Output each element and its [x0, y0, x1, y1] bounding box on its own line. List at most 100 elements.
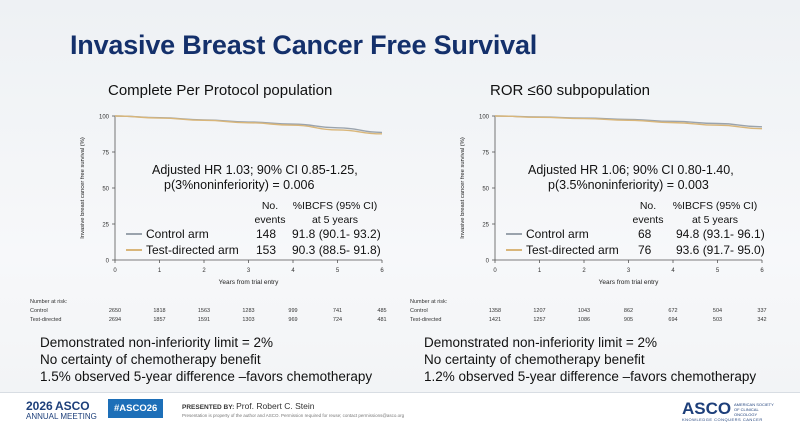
left-x-tick-label: 5: [336, 268, 340, 274]
left-col-ibcfs-head-2: at 5 years: [311, 214, 359, 226]
right-at-risk-value: 905: [624, 317, 633, 323]
meeting-sub: ANNUAL MEETING: [26, 412, 97, 421]
left-at-risk-header: Number at risk:: [30, 299, 68, 305]
right-at-risk-value: 1207: [533, 308, 545, 314]
right-col-ibcfs-head-2: at 5 years: [691, 214, 739, 226]
left-y-tick-label: 100: [99, 115, 110, 121]
right-test-legend-swatch: [506, 249, 522, 251]
right-at-risk-value: 504: [713, 308, 722, 314]
left-row-test-arm: Test-directed arm: [146, 243, 239, 257]
asco-logo: ASCO: [682, 399, 732, 418]
left-at-risk-value: 2650: [109, 308, 121, 314]
right-at-risk-value: 1257: [533, 317, 545, 323]
right-x-tick-label: 6: [760, 268, 764, 274]
left-x-tick-label: 4: [291, 268, 295, 274]
left-km-chart: 0 25 50 75 100 0 1 2 3 4 5 6 Years from trial entry I…: [80, 115, 384, 287]
right-at-risk-value: 1421: [489, 317, 501, 323]
left-x-axis-label: Years from trial entry: [219, 279, 279, 286]
hashtag-badge: #ASCO26: [108, 399, 164, 418]
presented-by-label: PRESENTED BY:: [182, 404, 235, 411]
left-col-events-head-2: events: [254, 214, 286, 226]
left-x-tick-label: 1: [158, 268, 162, 274]
disclaimer: Presentation is property of the author a…: [182, 413, 405, 418]
left-y-axis-label: Invasive breast cancer free survival (%): [80, 137, 86, 239]
right-y-tick-label: 75: [482, 151, 489, 157]
right-row-control-ibcfs: 94.8 (93.1- 96.1): [676, 227, 765, 241]
right-at-risk-arm: Test-directed: [410, 317, 442, 323]
left-at-risk-value: 741: [333, 308, 342, 314]
right-row-test-events: 76: [638, 243, 652, 257]
left-y-tick-label: 0: [106, 259, 110, 265]
left-at-risk-value: 969: [288, 317, 297, 323]
right-col-events-head: No. events: [628, 199, 668, 227]
presenter-line: PRESENTED BY: Prof. Robert C. Stein: [182, 401, 314, 411]
left-at-risk-value: 1818: [153, 308, 165, 314]
left-at-risk-value: 999: [288, 308, 297, 314]
right-x-tick-label: 3: [627, 268, 631, 274]
left-y-tick-label: 50: [102, 187, 109, 193]
left-row-control-events: 148: [256, 227, 277, 241]
left-at-risk-value: 1563: [198, 308, 210, 314]
left-at-risk-value: 1591: [198, 317, 210, 323]
right-control-legend-swatch: [506, 233, 522, 235]
right-row-control-arm: Control arm: [526, 227, 589, 241]
right-at-risk-header: Number at risk:: [410, 299, 448, 305]
right-y-tick-label: 100: [479, 115, 490, 121]
left-col-ibcfs-head-1: %IBCFS (95% CI): [292, 200, 378, 212]
left-y-tick-label: 75: [102, 151, 109, 157]
right-at-risk-value: 1043: [578, 308, 590, 314]
left-hr-line1: Adjusted HR 1.03; 90% CI 0.85-1.25,: [152, 163, 358, 177]
right-y-axis-label: Invasive breast cancer free survival (%): [460, 137, 466, 239]
left-at-risk-table: Number at risk: Control 2650 1818 1563 1283 99…: [30, 299, 387, 323]
right-conclusions: Demonstrated non-inferiority limit = 2% …: [424, 334, 756, 385]
right-y-tick-label: 25: [482, 223, 489, 229]
meeting-year: 2026: [26, 399, 53, 413]
right-col-ibcfs-head: %IBCFS (95% CI) at 5 years: [670, 199, 760, 227]
right-conclusion-3: 1.2% observed 5-year difference –favors …: [424, 369, 757, 384]
right-row-test-ibcfs: 93.6 (91.7- 95.0): [676, 243, 765, 257]
left-x-tick-label: 2: [202, 268, 206, 274]
right-col-events-head-2: events: [632, 214, 664, 226]
right-at-risk-value: 694: [668, 317, 677, 323]
left-at-risk-value: 1283: [242, 308, 254, 314]
left-at-risk-value: 485: [377, 308, 386, 314]
left-row-test-events: 153: [256, 243, 277, 257]
right-at-risk-arm: Control: [410, 308, 428, 314]
right-y-tick-label: 0: [486, 259, 490, 265]
left-at-risk-value: 2694: [109, 317, 121, 323]
right-x-tick-label: 0: [493, 268, 497, 274]
right-conclusion-2: No certainty of chemotherapy benefit: [424, 352, 645, 367]
left-x-tick-label: 3: [247, 268, 251, 274]
asco-full-name: AMERICAN SOCIETY OF CLINICAL ONCOLOGY: [734, 402, 774, 417]
right-at-risk-value: 862: [624, 308, 633, 314]
right-km-chart: 0 25 50 75 100 0 1 2 3 4 5 6 Years from trial entry I…: [460, 115, 764, 287]
left-chart-title: Complete Per Protocol population: [108, 82, 333, 99]
left-row-test-ibcfs: 90.3 (88.5- 91.8): [292, 243, 381, 257]
meeting-name: ASCO: [54, 399, 90, 413]
right-series-test-line: [494, 115, 763, 130]
right-at-risk-value: 1086: [578, 317, 590, 323]
right-hr-line2: p(3.5%noninferiority) = 0.003: [548, 178, 709, 192]
left-conclusion-3: 1.5% observed 5-year difference –favors …: [40, 369, 373, 384]
right-conclusion-1: Demonstrated non-inferiority limit = 2%: [424, 335, 657, 350]
right-at-risk-value: 342: [757, 317, 766, 323]
right-row-test-arm: Test-directed arm: [526, 243, 619, 257]
presenter-name: Prof. Robert C. Stein: [236, 401, 315, 411]
slide-title: Invasive Breast Cancer Free Survival: [70, 30, 538, 60]
right-x-tick-label: 5: [716, 268, 720, 274]
right-x-tick-label: 4: [671, 268, 675, 274]
right-col-events-head-1: No.: [639, 200, 657, 212]
left-col-ibcfs-head: %IBCFS (95% CI) at 5 years: [290, 199, 380, 227]
left-x-tick-label: 6: [380, 268, 384, 274]
left-at-risk-arm: Control: [30, 308, 48, 314]
right-x-tick-label: 2: [582, 268, 586, 274]
left-test-legend-swatch: [126, 249, 142, 251]
right-at-risk-value: 503: [713, 317, 722, 323]
left-y-tick-label: 25: [102, 223, 109, 229]
left-at-risk-value: 1857: [153, 317, 165, 323]
right-at-risk-table: Number at risk: Control 1358 1207 1043 862 672…: [410, 299, 767, 323]
left-control-legend-swatch: [126, 233, 142, 235]
left-x-tick-label: 0: [113, 268, 117, 274]
right-hr-line1: Adjusted HR 1.06; 90% CI 0.80-1.40,: [528, 163, 734, 177]
